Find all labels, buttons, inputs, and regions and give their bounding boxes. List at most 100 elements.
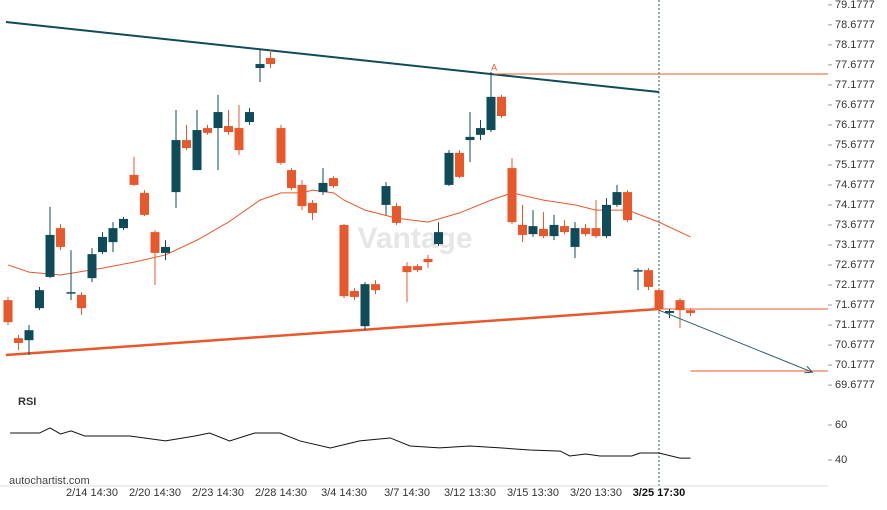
candle-body (560, 226, 569, 233)
candle-body (602, 204, 611, 237)
candle-body (423, 258, 433, 263)
candle-body (686, 310, 695, 313)
candle-body (654, 290, 664, 309)
candle-body (339, 224, 349, 297)
candle-body (350, 290, 359, 297)
rsi-tick-label: 40 (835, 454, 847, 466)
candle-body (35, 290, 44, 309)
candle-body (329, 178, 338, 187)
y-tick-label: 72.6777 (835, 259, 875, 271)
y-tick-label: 77.1777 (835, 79, 875, 91)
candle-body (665, 310, 674, 313)
candle-body (150, 232, 160, 253)
y-tick-label: 69.6777 (835, 379, 875, 391)
y-tick-label: 75.1777 (835, 159, 875, 171)
candle-body (623, 192, 632, 221)
x-tick-label: 2/23 14:30 (192, 487, 244, 499)
candle-body (308, 202, 317, 213)
source-label: autochartist.com (9, 475, 90, 487)
y-tick-label: 75.6777 (835, 139, 875, 151)
candle-body (402, 266, 412, 273)
x-tick-label: 2/28 14:30 (255, 487, 307, 499)
candle-body (675, 300, 685, 311)
x-tick-label: 3/25 17:30 (633, 487, 686, 499)
level-label: A (491, 62, 497, 72)
y-tick-label: 77.6777 (835, 59, 875, 71)
y-tick-label: 76.1777 (835, 119, 875, 131)
candle-body (507, 168, 517, 223)
candle-body (14, 338, 23, 343)
candle-body (171, 140, 181, 193)
x-tick-label: 3/7 14:30 (384, 487, 430, 499)
watermark: Vantage (357, 222, 472, 255)
y-tick-label: 70.1777 (835, 359, 875, 371)
rsi-line (10, 427, 691, 459)
candle-body (476, 128, 485, 135)
forecast-arrow (658, 309, 813, 373)
candle-body (276, 128, 286, 163)
y-tick-label: 71.1777 (835, 319, 875, 331)
candle-body (539, 228, 548, 237)
candle-body (465, 136, 475, 141)
candle-body (633, 270, 643, 272)
candle-body (266, 58, 275, 65)
candle-body (287, 170, 296, 189)
y-tick-label: 73.6777 (835, 219, 875, 231)
y-tick-label: 79.1777 (835, 0, 875, 11)
candle-body (66, 292, 76, 294)
y-tick-label: 78.6777 (835, 19, 875, 31)
candle-body (87, 254, 97, 279)
arrow-head (804, 365, 814, 374)
candle-body (518, 224, 527, 235)
candle-body (213, 112, 223, 129)
candle-body (497, 96, 506, 117)
candle-body (3, 300, 13, 323)
candle-body (644, 270, 653, 287)
resistance-line (5, 21, 660, 94)
y-tick-label: 78.1777 (835, 39, 875, 51)
rsi-tick-label: 60 (835, 419, 847, 431)
x-tick-label: 3/15 13:30 (507, 487, 559, 499)
candle-body (392, 206, 401, 223)
candle-body (182, 140, 191, 149)
candle-body (77, 294, 86, 309)
support-line (5, 307, 660, 357)
candle-body (549, 224, 559, 237)
candle-body (45, 234, 55, 277)
candle-body (203, 128, 212, 133)
x-tick-label: 3/4 14:30 (321, 487, 367, 499)
candle-body (444, 152, 454, 185)
y-tick-label: 76.6777 (835, 99, 875, 111)
candle-body (140, 192, 149, 215)
candle-body (192, 130, 202, 171)
x-tick-label: 3/20 13:30 (570, 487, 622, 499)
candle-body (455, 152, 464, 177)
candle-body (591, 228, 601, 237)
candle-body (612, 192, 622, 205)
candle-body (360, 284, 370, 327)
candle-body (486, 96, 496, 131)
candle-body (570, 228, 580, 247)
y-tick-label: 73.1777 (835, 239, 875, 251)
candle-body (297, 184, 307, 207)
candle-body (119, 218, 128, 229)
candle-body (434, 232, 443, 245)
candle-body (255, 64, 265, 69)
candle-body (224, 126, 233, 133)
y-tick-label: 74.6777 (835, 179, 875, 191)
x-tick-label: 2/20 14:30 (129, 487, 181, 499)
candle-body (371, 284, 380, 291)
y-tick-label: 72.1777 (835, 279, 875, 291)
candle-body (98, 236, 107, 253)
candle-body (528, 226, 538, 235)
x-tick-label: 3/12 13:30 (444, 487, 496, 499)
candle-body (161, 246, 170, 253)
candle-body (318, 182, 328, 193)
candle-body (234, 128, 244, 151)
candle-body (129, 174, 139, 185)
candle-body (413, 266, 422, 271)
candle-body (108, 228, 118, 243)
y-tick-label: 71.6777 (835, 299, 875, 311)
